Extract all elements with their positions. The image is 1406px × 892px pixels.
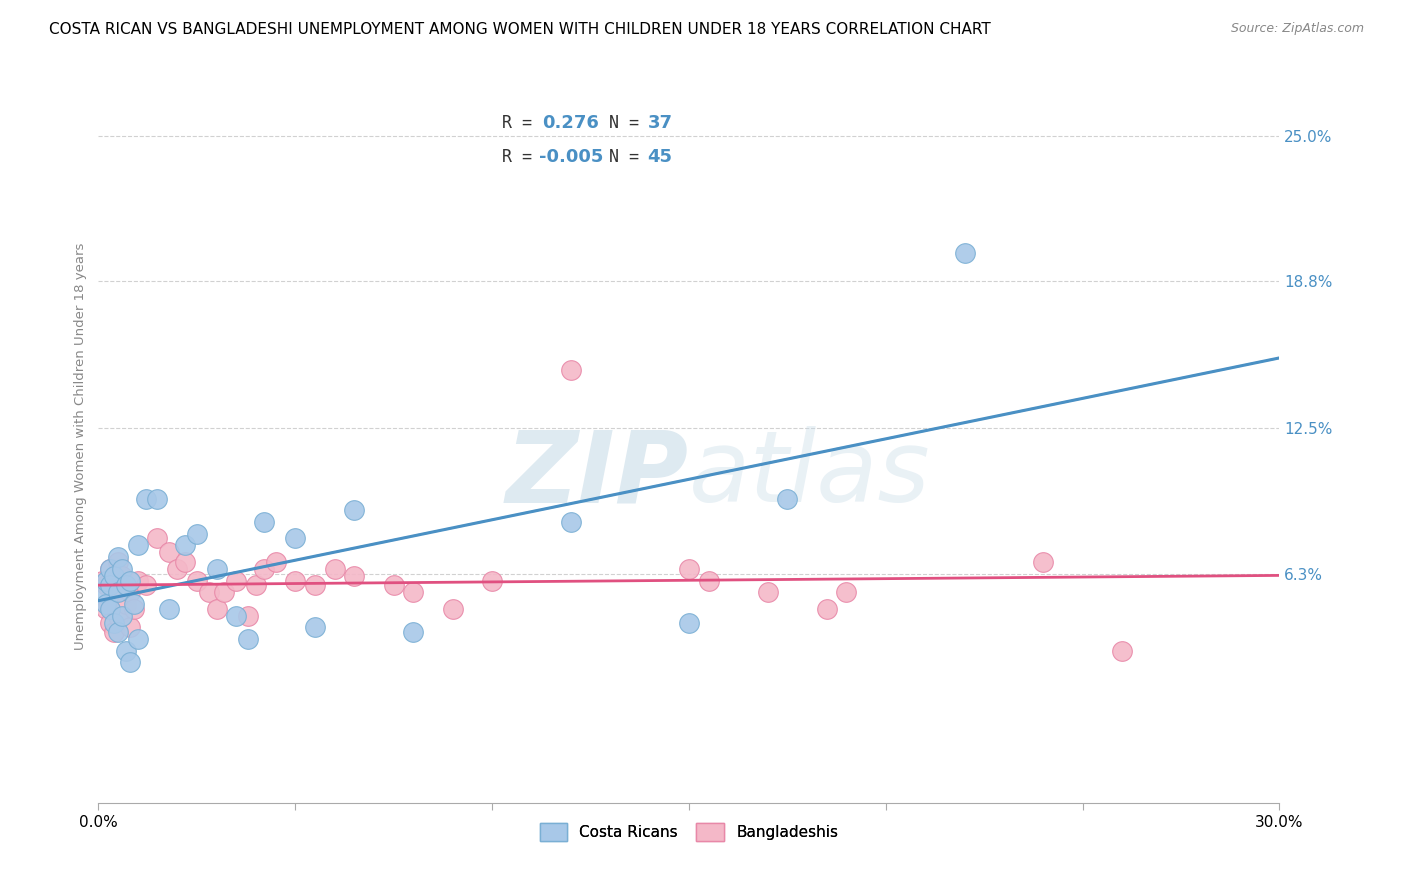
Text: N =: N = bbox=[609, 148, 648, 166]
Point bbox=[225, 574, 247, 588]
Point bbox=[103, 585, 125, 599]
Point bbox=[236, 608, 259, 623]
Point bbox=[115, 578, 138, 592]
Point bbox=[253, 515, 276, 529]
Point bbox=[343, 503, 366, 517]
Point bbox=[118, 620, 141, 634]
Point bbox=[107, 585, 129, 599]
Text: 45: 45 bbox=[648, 148, 672, 166]
Point bbox=[135, 491, 157, 506]
Point bbox=[127, 574, 149, 588]
Point bbox=[245, 578, 267, 592]
Text: -0.005: -0.005 bbox=[538, 148, 603, 166]
Point bbox=[284, 532, 307, 546]
Point bbox=[96, 574, 118, 588]
Text: R =: R = bbox=[502, 148, 543, 166]
Point bbox=[678, 562, 700, 576]
Point bbox=[146, 532, 169, 546]
Point bbox=[91, 574, 114, 588]
Point bbox=[323, 562, 346, 576]
Point bbox=[174, 555, 197, 569]
Point bbox=[103, 569, 125, 583]
Point bbox=[815, 601, 838, 615]
Text: 37: 37 bbox=[648, 114, 672, 132]
Point bbox=[225, 608, 247, 623]
Point bbox=[146, 491, 169, 506]
Point bbox=[186, 574, 208, 588]
Point bbox=[111, 608, 134, 623]
Point bbox=[835, 585, 858, 599]
Point bbox=[127, 538, 149, 552]
Point bbox=[103, 615, 125, 630]
Point bbox=[264, 555, 287, 569]
Point bbox=[382, 578, 405, 592]
Text: ZIP: ZIP bbox=[506, 426, 689, 523]
Point bbox=[776, 491, 799, 506]
Point bbox=[697, 574, 720, 588]
Point bbox=[253, 562, 276, 576]
Text: R =: R = bbox=[502, 114, 543, 132]
Point bbox=[481, 574, 503, 588]
Point bbox=[122, 597, 145, 611]
Point bbox=[118, 656, 141, 670]
Point bbox=[118, 585, 141, 599]
Point bbox=[98, 601, 121, 615]
Point bbox=[186, 526, 208, 541]
Point bbox=[157, 545, 180, 559]
Point bbox=[402, 625, 425, 640]
Point bbox=[107, 550, 129, 565]
Point bbox=[118, 574, 141, 588]
Point bbox=[953, 246, 976, 260]
Point bbox=[174, 538, 197, 552]
Point bbox=[98, 578, 121, 592]
Point bbox=[127, 632, 149, 646]
Text: Source: ZipAtlas.com: Source: ZipAtlas.com bbox=[1230, 22, 1364, 36]
Point bbox=[98, 615, 121, 630]
Point bbox=[304, 620, 326, 634]
Point bbox=[96, 578, 118, 592]
Point bbox=[441, 601, 464, 615]
Point bbox=[402, 585, 425, 599]
Point bbox=[98, 562, 121, 576]
Point bbox=[1032, 555, 1054, 569]
Point bbox=[166, 562, 188, 576]
Point bbox=[98, 562, 121, 576]
Point bbox=[205, 601, 228, 615]
Text: N =: N = bbox=[609, 114, 648, 132]
Text: atlas: atlas bbox=[689, 426, 931, 523]
Point bbox=[91, 585, 114, 599]
Point bbox=[560, 515, 582, 529]
Point bbox=[205, 562, 228, 576]
Legend: Costa Ricans, Bangladeshis: Costa Ricans, Bangladeshis bbox=[531, 816, 846, 848]
Point bbox=[214, 585, 236, 599]
Point bbox=[304, 578, 326, 592]
Point bbox=[115, 644, 138, 658]
Text: 0.276: 0.276 bbox=[543, 114, 599, 132]
Point bbox=[236, 632, 259, 646]
Point bbox=[1111, 644, 1133, 658]
Y-axis label: Unemployment Among Women with Children Under 18 years: Unemployment Among Women with Children U… bbox=[75, 243, 87, 649]
Point bbox=[157, 601, 180, 615]
Point bbox=[107, 555, 129, 569]
Point bbox=[756, 585, 779, 599]
Point bbox=[560, 363, 582, 377]
Point bbox=[678, 615, 700, 630]
Point bbox=[103, 625, 125, 640]
Point bbox=[107, 608, 129, 623]
Point bbox=[96, 597, 118, 611]
Point bbox=[111, 562, 134, 576]
Point bbox=[122, 601, 145, 615]
Point bbox=[111, 569, 134, 583]
Point bbox=[284, 574, 307, 588]
Point bbox=[96, 601, 118, 615]
Point bbox=[115, 597, 138, 611]
Text: COSTA RICAN VS BANGLADESHI UNEMPLOYMENT AMONG WOMEN WITH CHILDREN UNDER 18 YEARS: COSTA RICAN VS BANGLADESHI UNEMPLOYMENT … bbox=[49, 22, 991, 37]
Point bbox=[107, 625, 129, 640]
Point bbox=[197, 585, 219, 599]
Point bbox=[135, 578, 157, 592]
Point bbox=[343, 569, 366, 583]
